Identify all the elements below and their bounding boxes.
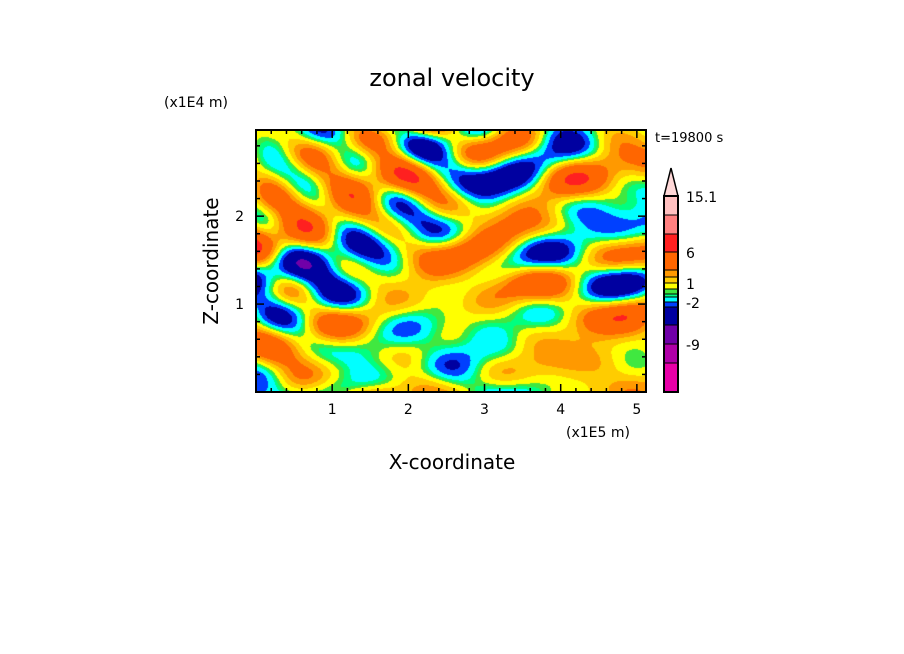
colorbar-segment: [663, 233, 679, 253]
x-tick-label: 3: [480, 402, 489, 418]
plot-frame: [255, 129, 647, 393]
colorbar-segment: [663, 324, 679, 345]
contour-field: [256, 130, 646, 392]
x-tick-label: 1: [328, 402, 337, 418]
colorbar-label: 15.1: [686, 190, 717, 206]
x-tick-label: 5: [632, 402, 641, 418]
x-unit-label: (x1E5 m): [566, 425, 630, 441]
time-annotation: t=19800 s: [655, 131, 723, 146]
y-tick-label: 2: [235, 209, 244, 225]
y-tick-label: 1: [235, 297, 244, 313]
chart-title: zonal velocity: [369, 64, 534, 92]
x-axis-label: X-coordinate: [389, 450, 516, 474]
colorbar-segment: [663, 362, 679, 393]
colorbar-segment: [663, 343, 679, 364]
colorbar-label: 6: [686, 246, 695, 262]
colorbar-segment: [663, 296, 679, 303]
axes: 1 2 3 4 5 1 2: [235, 129, 647, 418]
colorbar-segment: [663, 301, 679, 308]
colorbar-label: -9: [686, 338, 700, 354]
colorbar-frame: [663, 195, 679, 393]
x-tick-label: 2: [404, 402, 413, 418]
x-tick-label: 4: [556, 402, 565, 418]
colorbar-label: 1: [686, 277, 695, 293]
colorbar-segment: [663, 269, 679, 278]
colorbar: 15.1 6 1 -2 -9: [663, 167, 717, 393]
colorbar-segment: [663, 251, 679, 271]
colorbar-segment: [663, 288, 679, 295]
colorbar-segment: [663, 306, 679, 326]
y-unit-label: (x1E4 m): [164, 95, 228, 111]
y-axis-label: Z-coordinate: [199, 197, 223, 324]
colorbar-extend-arrow: [663, 167, 679, 197]
colorbar-segment: [663, 214, 679, 235]
colorbar-segment: [663, 276, 679, 284]
colorbar-segment: [663, 282, 679, 290]
colorbar-segment: [663, 195, 679, 216]
colorbar-label: -2: [686, 296, 700, 312]
